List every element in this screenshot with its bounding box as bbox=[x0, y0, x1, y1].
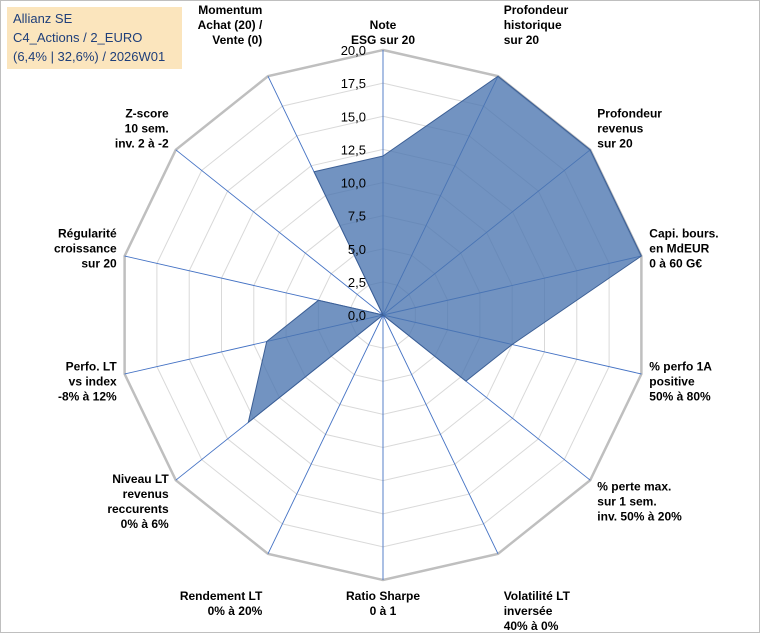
axis-label-line: Note bbox=[370, 18, 397, 32]
tick-label-5: 12,5 bbox=[341, 142, 366, 157]
axis-label-line: 0 à 60 G€ bbox=[649, 257, 702, 271]
axis-label-line: inv. 2 à -2 bbox=[115, 137, 169, 151]
axis-label-line: sur 20 bbox=[81, 257, 117, 271]
axis-label-line: croissance bbox=[54, 242, 117, 256]
axis-label-12: Régularité croissance sur 20 bbox=[54, 227, 117, 271]
axis-label-line: Perfo. LT bbox=[66, 360, 118, 374]
axis-label-4: Capi. bours. en MdEUR 0 à 60 G€ bbox=[649, 227, 718, 271]
axis-label-7: Volatilité LT inversée 40% à 0% bbox=[504, 589, 571, 633]
axis-label-line: Régularité bbox=[58, 227, 117, 241]
tick-label-3: 7,5 bbox=[348, 209, 366, 224]
axis-label-line: -8% à 12% bbox=[58, 390, 117, 404]
axis-label-line: Z-score bbox=[125, 107, 169, 121]
axis-label-line: inv. 50% à 20% bbox=[597, 509, 682, 523]
axis-label-5: % perfo 1A positive 50% à 80% bbox=[649, 360, 712, 404]
axis-label-line: positive bbox=[649, 375, 695, 389]
title-line-category: C4_Actions / 2_EURO bbox=[13, 30, 143, 45]
axis-label-line: reccurents bbox=[107, 502, 169, 516]
radar-series bbox=[247, 75, 643, 424]
axis-label-line: 0% à 6% bbox=[121, 517, 169, 531]
axis-label-line: 10 sem. bbox=[125, 122, 169, 136]
axis-label-line: 50% à 80% bbox=[649, 390, 711, 404]
series-area bbox=[247, 75, 643, 424]
axis-label-2: Profondeur historique sur 20 bbox=[504, 3, 569, 47]
tick-label-2: 5,0 bbox=[348, 242, 366, 257]
axis-label-line: Momentum bbox=[198, 3, 262, 17]
axis-label-11: Perfo. LT vs index -8% à 12% bbox=[58, 360, 117, 404]
axis-label-line: 0% à 20% bbox=[208, 604, 263, 618]
axis-label-line: sur 20 bbox=[504, 33, 540, 47]
tick-label-0: 0,0 bbox=[348, 308, 366, 323]
axis-label-8: Ratio Sharpe 0 à 1 bbox=[346, 589, 420, 618]
axis-label-line: Ratio Sharpe bbox=[346, 589, 420, 603]
spoke-13 bbox=[175, 149, 384, 316]
axis-label-line: historique bbox=[504, 18, 562, 32]
axis-label-line: % perte max. bbox=[597, 479, 671, 493]
axis-label-line: sur 1 sem. bbox=[597, 494, 656, 508]
axis-label-line: Profondeur bbox=[504, 3, 569, 17]
axis-label-13: Z-score 10 sem. inv. 2 à -2 bbox=[115, 107, 169, 151]
tick-label-6: 15,0 bbox=[341, 109, 366, 124]
axis-label-line: inversée bbox=[504, 604, 553, 618]
tick-label-4: 10,0 bbox=[341, 176, 366, 191]
axis-label-line: Rendement LT bbox=[180, 589, 263, 603]
axis-label-line: ESG sur 20 bbox=[351, 33, 415, 47]
axis-label-line: % perfo 1A bbox=[649, 360, 712, 374]
axis-label-1: Note ESG sur 20 bbox=[351, 18, 415, 47]
tick-label-7: 17,5 bbox=[341, 76, 366, 91]
axis-label-9: Rendement LT 0% à 20% bbox=[180, 589, 263, 618]
axis-label-14: Momentum Achat (20) / Vente (0) bbox=[198, 3, 263, 47]
axis-label-line: sur 20 bbox=[597, 137, 633, 151]
axis-label-line: Capi. bours. bbox=[649, 227, 718, 241]
axis-label-3: Profondeur revenus sur 20 bbox=[597, 107, 662, 151]
axis-label-line: 40% à 0% bbox=[504, 619, 559, 633]
axis-label-line: revenus bbox=[597, 122, 643, 136]
axis-label-line: Profondeur bbox=[597, 107, 662, 121]
title-line-company: Allianz SE bbox=[13, 11, 73, 26]
axis-label-line: 0 à 1 bbox=[370, 604, 397, 618]
axis-label-6: % perte max. sur 1 sem. inv. 50% à 20% bbox=[597, 479, 682, 523]
tick-label-1: 2,5 bbox=[348, 275, 366, 290]
axis-label-line: vs index bbox=[69, 375, 117, 389]
axis-label-line: Achat (20) / bbox=[198, 18, 263, 32]
spoke-9 bbox=[267, 314, 384, 554]
axis-label-10: Niveau LT revenus reccurents 0% à 6% bbox=[107, 472, 169, 531]
tick-label-8: 20,0 bbox=[341, 43, 366, 58]
axis-label-line: en MdEUR bbox=[649, 242, 709, 256]
axis-label-line: Niveau LT bbox=[112, 472, 169, 486]
axis-label-line: revenus bbox=[123, 487, 169, 501]
axis-label-line: Volatilité LT bbox=[504, 589, 571, 603]
spoke-7 bbox=[382, 314, 499, 554]
chart-title-box: Allianz SE C4_Actions / 2_EURO (6,4% | 3… bbox=[7, 7, 182, 69]
axis-label-line: Vente (0) bbox=[212, 33, 262, 47]
radar-tick-labels: 0,0 2,5 5,0 7,5 10,0 12,5 15,0 17,5 20,0 bbox=[341, 43, 366, 323]
title-line-stats: (6,4% | 32,6%) / 2026W01 bbox=[13, 49, 166, 64]
